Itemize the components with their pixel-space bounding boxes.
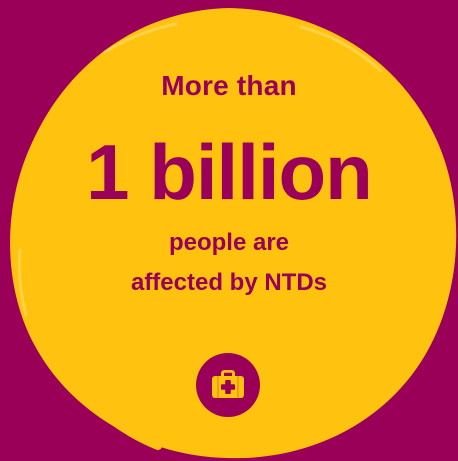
medical-kit-icon [212, 370, 244, 398]
headline-prefix: More than [161, 70, 297, 101]
subtext-line-2: affected by NTDs [130, 269, 328, 296]
highlight-number: 1 billion [86, 128, 373, 216]
subtext-line-1: people are [168, 229, 290, 256]
medical-badge [196, 353, 260, 417]
